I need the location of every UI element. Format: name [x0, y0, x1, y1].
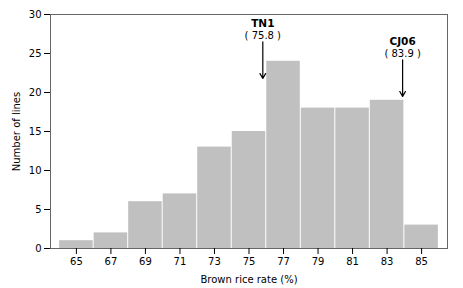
- svg-text:10: 10: [29, 165, 42, 176]
- svg-text:65: 65: [70, 256, 83, 267]
- svg-text:75: 75: [243, 256, 256, 267]
- svg-text:83: 83: [381, 256, 394, 267]
- svg-text:30: 30: [29, 9, 42, 20]
- svg-text:CJ06: CJ06: [390, 35, 416, 47]
- svg-text:85: 85: [415, 256, 428, 267]
- svg-text:5: 5: [35, 204, 41, 215]
- svg-text:( 83.9 ): ( 83.9 ): [384, 48, 421, 59]
- svg-text:TN1: TN1: [251, 17, 274, 29]
- svg-text:20: 20: [29, 87, 42, 98]
- svg-text:81: 81: [346, 256, 359, 267]
- svg-text:0: 0: [35, 243, 41, 254]
- svg-text:Number of lines: Number of lines: [11, 92, 22, 171]
- svg-text:69: 69: [139, 256, 152, 267]
- svg-text:67: 67: [105, 256, 118, 267]
- svg-text:71: 71: [174, 256, 187, 267]
- svg-text:Brown rice rate (%): Brown rice rate (%): [200, 274, 297, 285]
- svg-text:77: 77: [277, 256, 290, 267]
- svg-text:73: 73: [208, 256, 221, 267]
- svg-text:79: 79: [312, 256, 325, 267]
- svg-text:25: 25: [29, 48, 42, 59]
- svg-text:( 75.8 ): ( 75.8 ): [245, 30, 282, 41]
- svg-text:15: 15: [29, 126, 42, 137]
